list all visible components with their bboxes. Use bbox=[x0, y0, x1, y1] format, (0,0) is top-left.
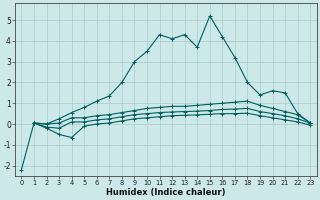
X-axis label: Humidex (Indice chaleur): Humidex (Indice chaleur) bbox=[106, 188, 226, 197]
